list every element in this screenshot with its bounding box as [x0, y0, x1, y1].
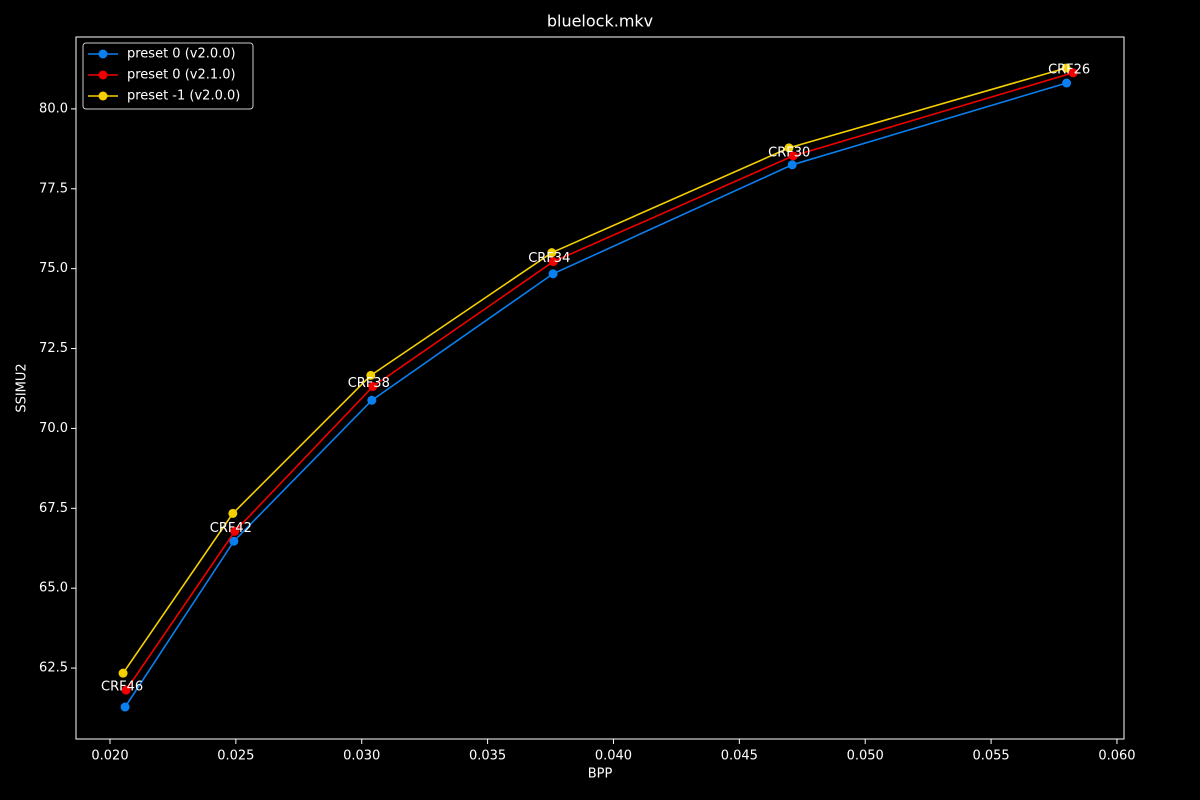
data-point: [120, 702, 130, 712]
y-tick-label: 67.5: [39, 501, 68, 516]
legend-marker: [98, 70, 108, 80]
series-line: [124, 82, 1067, 708]
data-point: [1062, 78, 1072, 88]
y-tick-label: 77.5: [39, 181, 68, 196]
x-tick-label: 0.055: [972, 749, 1009, 764]
x-tick-label: 0.050: [847, 749, 884, 764]
x-tick-label: 0.060: [1098, 749, 1135, 764]
chart-title: bluelock.mkv: [547, 12, 653, 31]
x-tick-label: 0.035: [469, 749, 506, 764]
data-point: [1061, 63, 1071, 73]
x-tick-label: 0.030: [343, 749, 380, 764]
y-tick-label: 75.0: [39, 261, 68, 276]
data-point: [548, 269, 558, 279]
data-point: [1068, 68, 1078, 78]
legend-label: preset 0 (v2.1.0): [127, 68, 236, 83]
x-tick-label: 0.020: [91, 749, 128, 764]
data-point: [548, 257, 558, 267]
annotation: CRF26: [1048, 62, 1090, 77]
y-tick-label: 72.5: [39, 341, 68, 356]
x-tick-label: 0.040: [595, 749, 632, 764]
data-point: [230, 526, 240, 536]
x-axis-label: BPP: [588, 767, 613, 782]
data-point: [366, 370, 376, 380]
annotation: CRF42: [210, 521, 252, 536]
y-tick-label: 62.5: [39, 661, 68, 676]
y-tick-label: 65.0: [39, 581, 68, 596]
y-tick-label: 70.0: [39, 421, 68, 436]
data-point: [547, 248, 557, 258]
series-line: [122, 67, 1067, 674]
annotation: CRF46: [101, 680, 143, 695]
annotation: CRF38: [348, 376, 390, 391]
legend-box: [82, 42, 254, 110]
series-line: [125, 72, 1074, 691]
data-point: [228, 508, 238, 518]
y-axis-label: SSIMU2: [15, 363, 30, 412]
plot-frame: [75, 36, 1125, 740]
data-point: [121, 685, 131, 695]
x-tick-label: 0.045: [721, 749, 758, 764]
legend-label: preset -1 (v2.0.0): [127, 89, 240, 104]
x-tick-label: 0.025: [217, 749, 254, 764]
data-point: [784, 143, 794, 153]
data-point: [788, 151, 798, 161]
data-point: [787, 160, 797, 170]
annotation: CRF30: [768, 145, 810, 160]
data-point: [229, 536, 239, 546]
y-tick-label: 80.0: [39, 101, 68, 116]
data-point: [118, 668, 128, 678]
legend-marker: [98, 91, 108, 101]
data-point: [367, 395, 377, 405]
legend-marker: [98, 49, 108, 59]
data-point: [368, 382, 378, 392]
annotation: CRF34: [528, 251, 570, 266]
legend-label: preset 0 (v2.0.0): [127, 47, 236, 62]
